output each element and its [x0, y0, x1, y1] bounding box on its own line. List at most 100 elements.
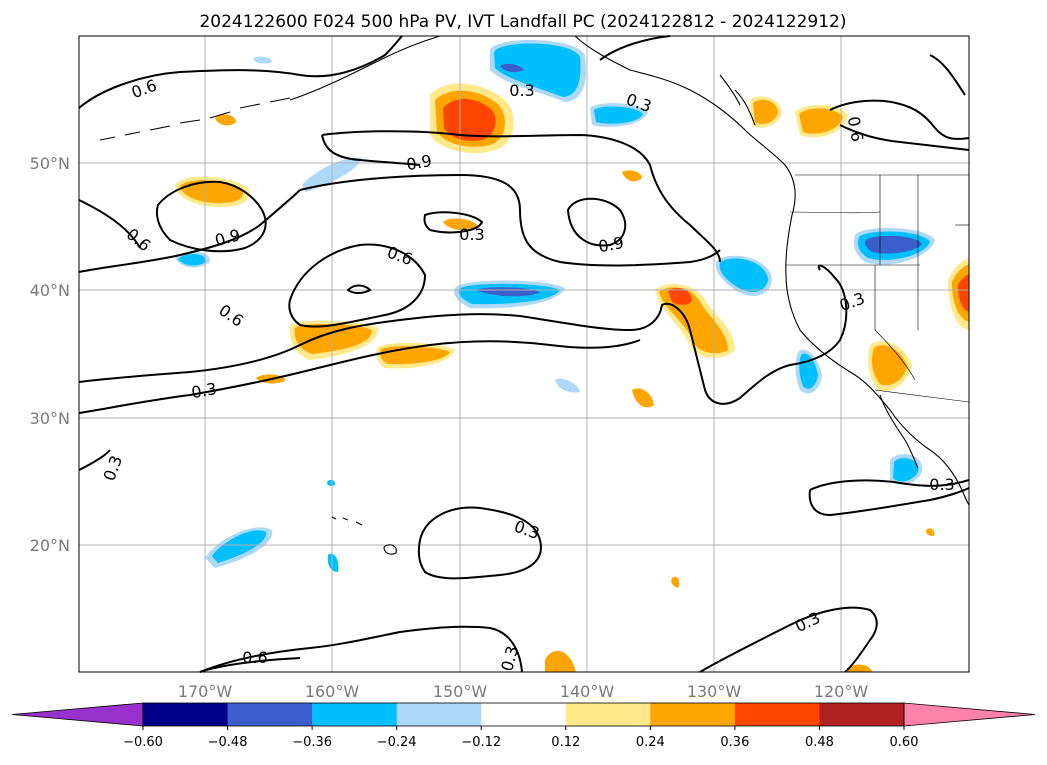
contour-small-a [423, 211, 484, 234]
contour-label: 0.9 [405, 151, 433, 174]
shade-neg-sw-core [212, 530, 267, 563]
colorbar-extend-high [903, 702, 1036, 727]
colorbar-tick-label: −0.60 [123, 735, 163, 750]
lon-label: 160°W [305, 682, 360, 701]
shade-neg-small2 [327, 553, 339, 572]
shade-neg-ak-core [594, 106, 643, 124]
colorbar-segment [396, 703, 482, 726]
colorbar-tick-label: 0.24 [636, 735, 665, 750]
contour-ne-4 [599, 35, 671, 61]
colorbar-segment [227, 703, 313, 726]
lon-label: 130°W [687, 682, 742, 701]
lon-label: 140°W [560, 682, 615, 701]
contour-06-south [199, 625, 523, 673]
shading [175, 40, 969, 672]
contour-03-southeast [809, 479, 970, 491]
shade-neg-small1 [555, 378, 580, 393]
contour-09-west [78, 189, 301, 273]
colorbar-tick-label: −0.24 [377, 735, 417, 750]
colorbar-extend-low [11, 702, 144, 727]
northern-islands [719, 74, 756, 126]
shade-neg-mid-core [475, 287, 540, 297]
contour-small-b [346, 284, 372, 294]
map-background [79, 36, 969, 672]
shade-pos-small6 [215, 114, 236, 126]
shade-neg-north-mid [494, 43, 581, 97]
shade-neg-small3 [253, 56, 272, 64]
contour-label: 0.3 [509, 81, 534, 100]
shade-neg-nv-core [865, 235, 922, 254]
colorbar-tick-label: 0.60 [890, 735, 919, 750]
state-border-wa-or [789, 211, 881, 214]
lon-label: 120°W [814, 682, 869, 701]
north-america-coast [574, 35, 970, 506]
contour-03-southeast2 [808, 487, 970, 517]
shade-neg-baja-core [893, 458, 919, 482]
shade-pos-nw-core [180, 180, 243, 204]
contour-06-south2 [199, 657, 301, 673]
shade-pos-small5 [622, 170, 642, 182]
contour-03-sw [78, 449, 111, 471]
shade-pos-bc-core [799, 108, 843, 134]
contour-03-hawaii [417, 506, 542, 580]
shade-pos-east-core [958, 274, 969, 312]
shade-pos-coast-mid [659, 287, 728, 354]
contour-label: 0.6 [844, 115, 867, 143]
contour-09-wide [299, 173, 721, 267]
colorbar-segment [565, 703, 651, 726]
colorbar: −0.60 −0.48 −0.36 −0.24 −0.12 0.12 0.24 0.36 0.4… [11, 702, 1036, 750]
shade-pos-small8 [671, 576, 680, 588]
colorbar-outline [142, 702, 905, 727]
lat-label: 40°N [30, 281, 70, 300]
contour-03-low [78, 339, 641, 414]
colorbar-tick-label: 0.12 [551, 735, 580, 750]
map-title: 2024122600 F024 500 hPa PV, IVT Landfall… [199, 12, 846, 32]
shade-neg-or-core [719, 258, 768, 293]
colorbar-tick-label: −0.48 [208, 735, 248, 750]
contour-label: 0.6 [242, 648, 267, 667]
lat-label: 30°N [30, 409, 70, 428]
contour-label: 0.3 [190, 379, 218, 402]
contour-label: 0.9 [597, 233, 625, 256]
contour-ne-3 [929, 54, 966, 96]
colorbar-tick-label: −0.12 [461, 735, 501, 750]
gridlines [79, 36, 969, 672]
colorbar-tick-label: 0.48 [805, 735, 834, 750]
shade-pos-coast-core [668, 288, 692, 305]
colorbar-tick-label: 0.36 [720, 735, 749, 750]
colorbar-segment [819, 703, 905, 726]
colorbar-segment [481, 703, 567, 726]
lon-label: 170°W [178, 682, 233, 701]
shade-neg-north-core [500, 63, 524, 73]
contour-nw-06 [78, 35, 403, 109]
alaska-peninsula [289, 35, 441, 101]
map-frame [78, 35, 970, 673]
contours [78, 35, 970, 673]
map-panel: 0.6 0.3 0.3 0.9 0.6 0.9 0.3 0.9 0.6 0.6 … [78, 35, 970, 673]
contour-06-mid [288, 243, 427, 328]
colorbar-segment [143, 703, 229, 726]
shade-pos-gulf-alaska-core [443, 98, 496, 141]
contour-09-north [321, 130, 721, 263]
contour-06-southwest [78, 199, 141, 249]
lon-label: 150°W [433, 682, 488, 701]
lat-label: 50°N [30, 154, 70, 173]
contour-09-big [155, 180, 267, 253]
shade-neg-west-core [178, 253, 207, 266]
lon-labels: 170°W 160°W 150°W 140°W 130°W 120°W [178, 682, 869, 701]
shade-pos-small3 [545, 650, 576, 672]
colorbar-tick-label: −0.36 [292, 735, 332, 750]
contour-ne-2 [839, 124, 970, 151]
state-border-ca-nv [874, 265, 916, 381]
us-mexico-border [874, 389, 970, 403]
contour-09-loop [321, 134, 421, 166]
contour-09-small [566, 197, 627, 247]
hawaii-island-2 [331, 516, 363, 526]
lat-labels: 50°N 40°N 30°N 20°N [30, 154, 70, 555]
contour-03-south [699, 606, 878, 673]
colorbar-segment [650, 703, 736, 726]
shade-pos-small7 [848, 664, 872, 672]
shade-pos-mid-core [294, 324, 372, 354]
contour-ne-loop [829, 99, 970, 140]
baja-coast [879, 394, 919, 469]
